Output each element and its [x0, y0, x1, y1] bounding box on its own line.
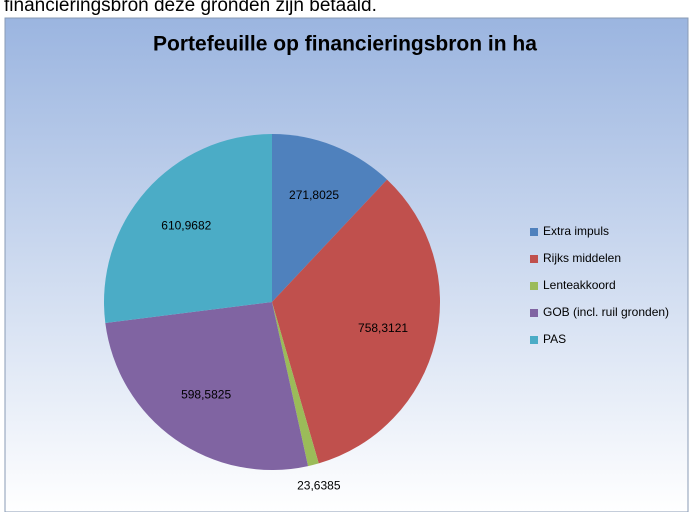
- data-label: 23,6385: [297, 478, 341, 492]
- chart-title: Portefeuille op financieringsbron in ha: [153, 33, 537, 56]
- legend-label: Extra impuls: [543, 224, 609, 238]
- legend-label: GOB (incl. ruil gronden): [543, 305, 669, 319]
- pie-slice: [105, 302, 309, 470]
- pie-slice: [104, 134, 272, 323]
- pie-slice: [272, 134, 388, 302]
- pie-slice: [272, 302, 319, 467]
- legend-swatch: [530, 255, 538, 263]
- legend-label: PAS: [543, 332, 566, 346]
- legend-swatch: [530, 309, 538, 317]
- data-label: 610,9682: [161, 219, 211, 233]
- legend-swatch: [530, 228, 538, 236]
- legend-swatch: [530, 336, 538, 344]
- data-label: 271,8025: [289, 188, 339, 202]
- caption: financieringsbron deze gronden zijn beta…: [4, 0, 377, 16]
- legend-label: Lenteakkoord: [543, 278, 616, 292]
- data-label: 758,3121: [358, 321, 408, 335]
- pie-slice: [272, 179, 440, 464]
- legend-swatch: [530, 282, 538, 290]
- data-label: 598,5825: [181, 388, 231, 402]
- legend-label: Rijks middelen: [543, 251, 621, 265]
